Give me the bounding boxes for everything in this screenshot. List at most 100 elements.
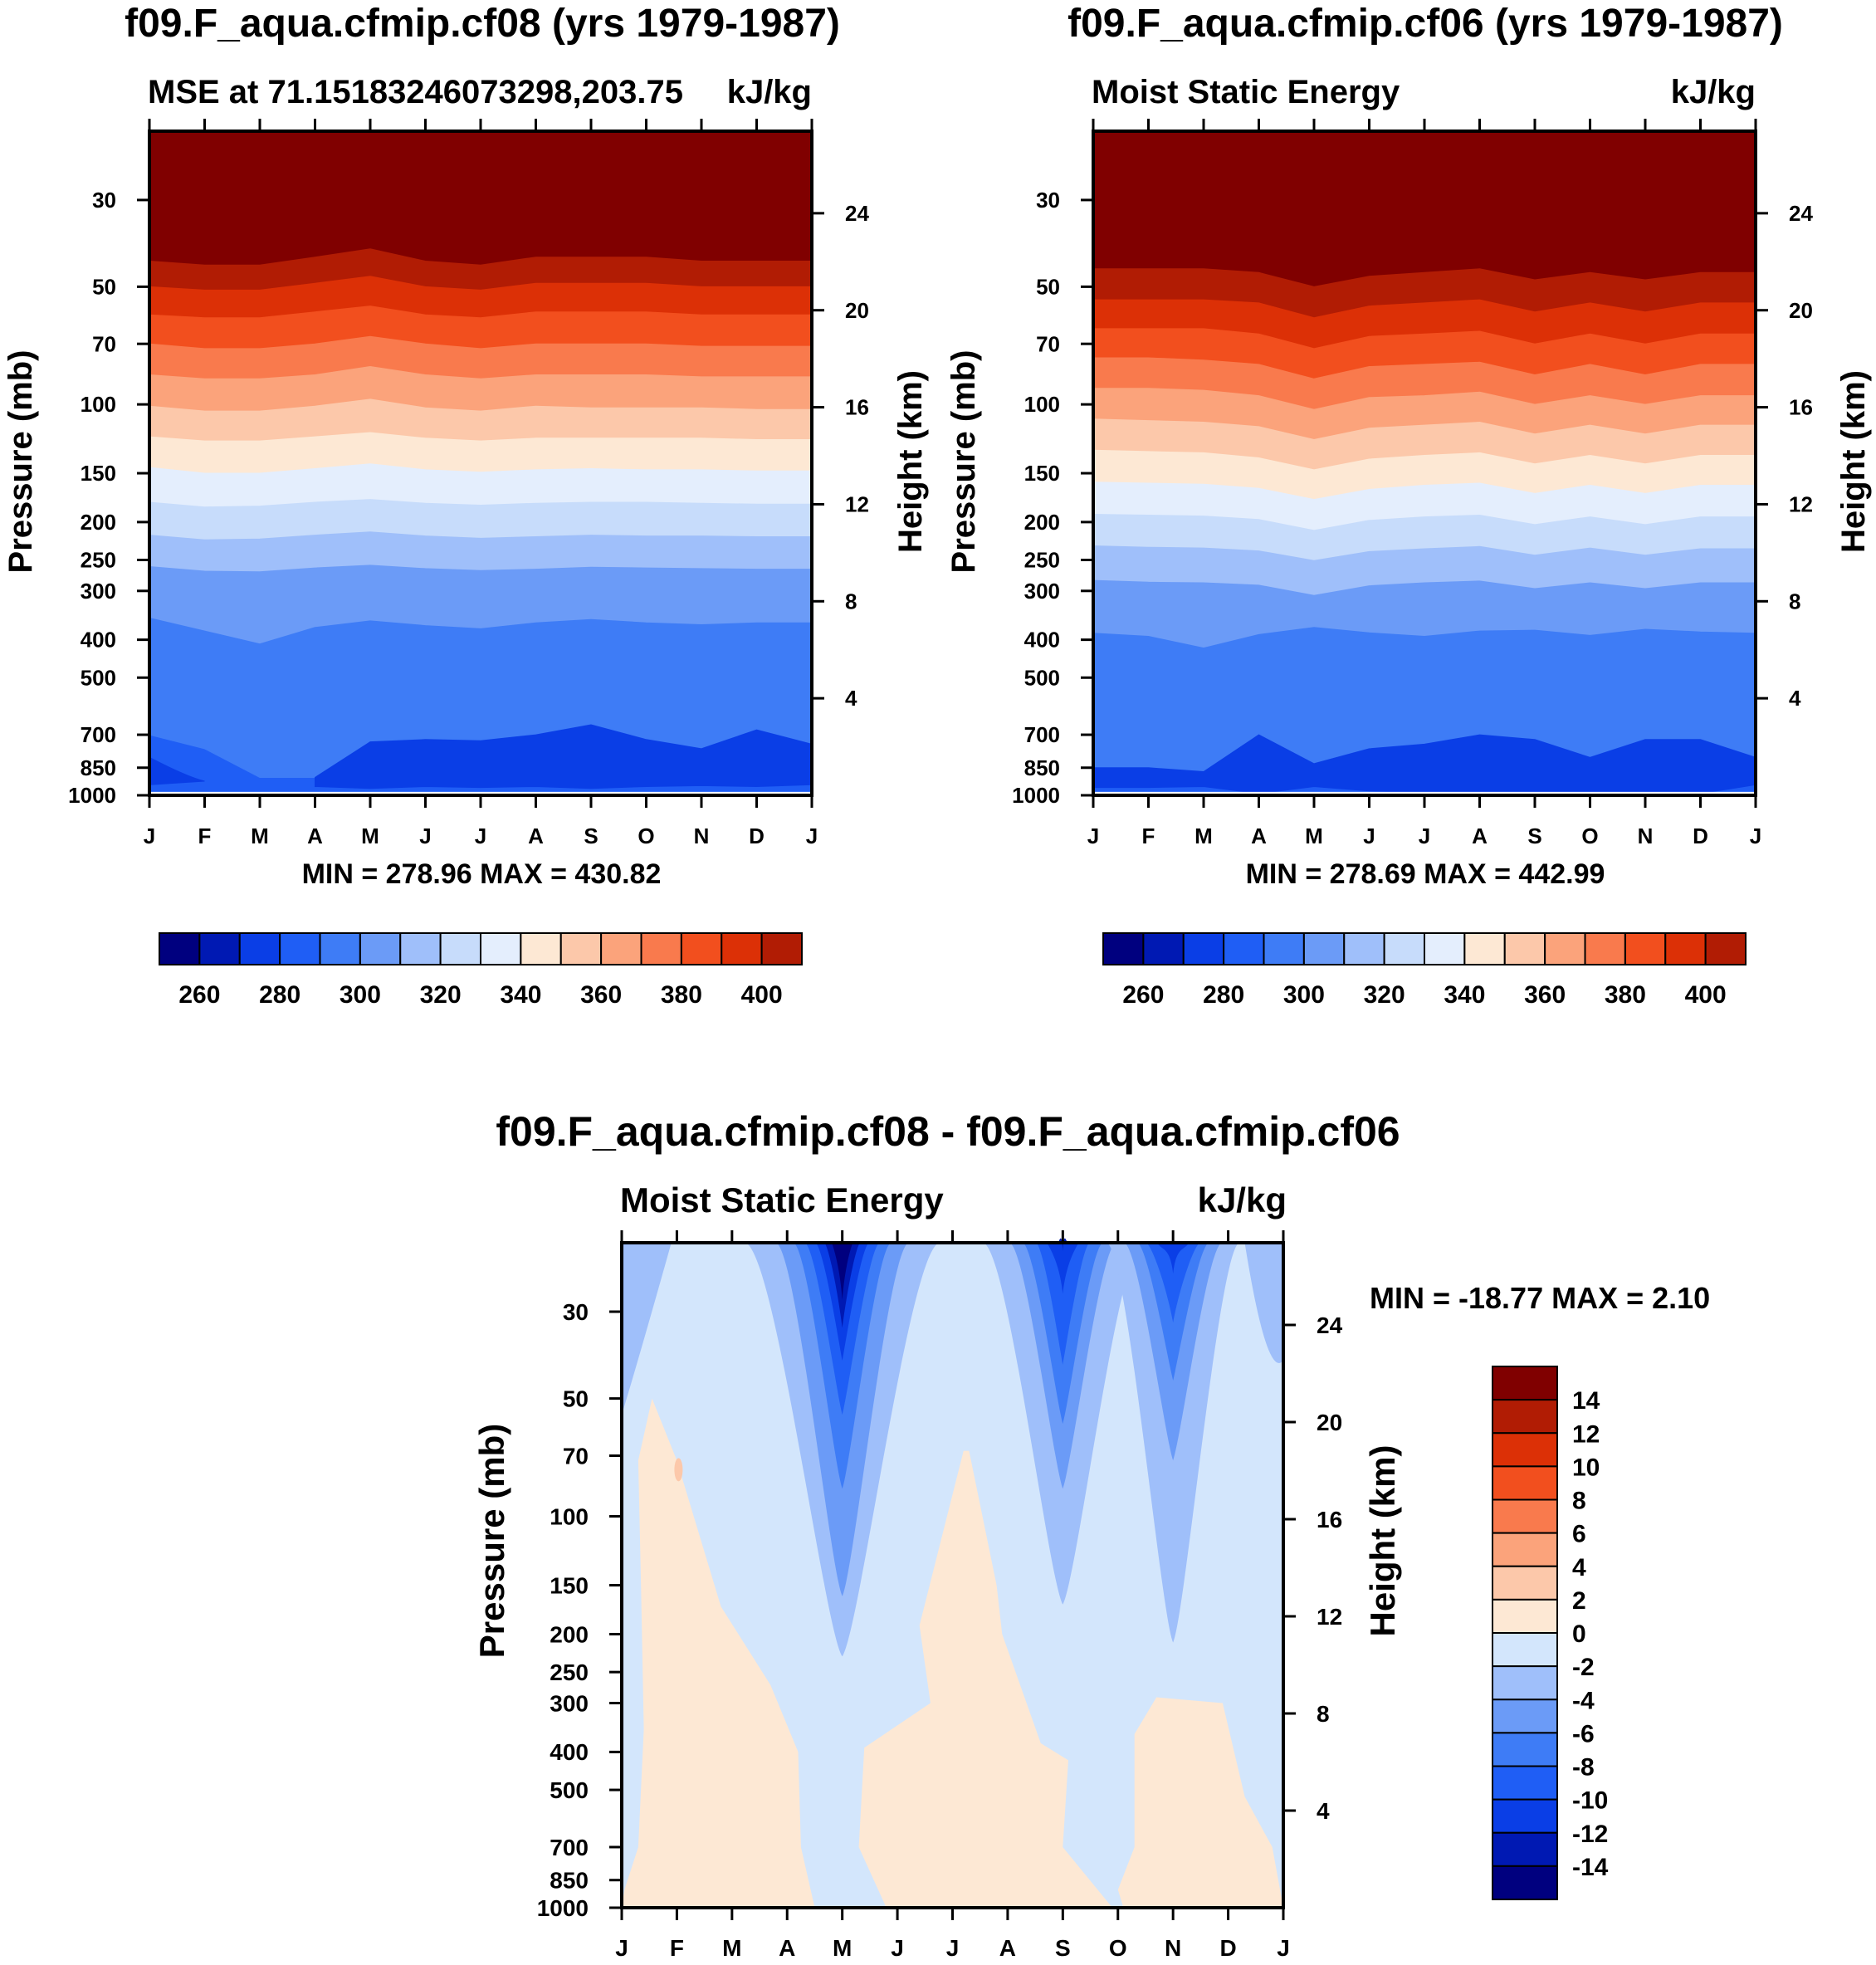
panel-cf06: f09.F_aqua.cfmip.cf06 (yrs 1979-1987) Mo… — [945, 2, 1872, 1009]
contour-band-410 — [1092, 130, 1756, 287]
colorbar-swatch — [238, 932, 281, 965]
height-tick-label: 4 — [1317, 1798, 1330, 1824]
y-tick-label: 100 — [550, 1503, 589, 1529]
panel-subtitle-right: kJ/kg — [1671, 74, 1756, 110]
height-tick-label: 8 — [1789, 589, 1800, 613]
colorbar-label: 400 — [1685, 981, 1727, 1009]
colorbar-swatch — [1383, 932, 1425, 965]
contour-plot: J F M A M J J A S O N D J 30 50 70 100 150 200 250 300 400 500… — [68, 119, 869, 848]
x-tick-label: D — [1219, 1935, 1236, 1961]
colorbar: 260 280 300 320 340 360 380 400 — [159, 932, 803, 1009]
colorbar-swatch — [1142, 932, 1185, 965]
y-tick-label: 850 — [550, 1868, 589, 1894]
y-tick-label: 150 — [550, 1572, 589, 1598]
x-tick-label: J — [419, 824, 431, 848]
x-tick-label: M — [1194, 824, 1213, 848]
y-tick-label: 200 — [1024, 510, 1060, 535]
y-tick-label: 100 — [1024, 392, 1060, 417]
colorbar-swatch — [1624, 932, 1667, 965]
y-tick-label: 400 — [550, 1739, 589, 1765]
x-tick-label: J — [1087, 824, 1099, 848]
y-axis-label-right: Height (km) — [892, 370, 929, 553]
height-tick-label: 12 — [1789, 492, 1813, 517]
height-tick-label: 4 — [845, 686, 857, 711]
y-axis-label-right: Height (km) — [1363, 1445, 1402, 1637]
panel-title: f09.F_aqua.cfmip.cf08 (yrs 1979-1987) — [125, 2, 840, 46]
height-tick-label: 12 — [845, 492, 869, 517]
colorbar-label: -6 — [1572, 1720, 1595, 1747]
colorbar-swatch — [1704, 932, 1747, 965]
colorbar-label: 340 — [1444, 981, 1485, 1009]
plot-frame — [620, 1241, 1285, 1909]
contour-band--14 — [831, 1243, 853, 1300]
contour-band--2 — [1244, 1243, 1283, 1363]
y-tick-label: 500 — [550, 1777, 589, 1803]
colorbar-swatch — [1492, 1632, 1558, 1668]
colorbar-label: 260 — [178, 981, 220, 1009]
x-tick-label: M — [833, 1935, 852, 1961]
x-tick-label: N — [1165, 1935, 1181, 1961]
y-tick-label: 30 — [92, 188, 116, 213]
colorbar-swatch — [1492, 1765, 1558, 1801]
x-tick-label: J — [144, 824, 155, 848]
colorbar-swatch — [600, 932, 642, 965]
y-tick-label: 50 — [563, 1386, 589, 1411]
contour-band--8 — [1146, 1243, 1199, 1323]
x-tick-label: F — [670, 1935, 684, 1961]
x-tick-label: A — [528, 824, 544, 848]
colorbar-label: 8 — [1572, 1488, 1586, 1515]
contour-plot: J F M A M J J A S O N D J 30 50 70 100 150 200 250 300 400 500… — [537, 1230, 1343, 1961]
y-tick-label: 50 — [92, 274, 116, 299]
x-tick-label: N — [1638, 824, 1654, 848]
x-tick-label: J — [806, 824, 818, 848]
y-tick-label: 850 — [1024, 755, 1060, 780]
x-tick-label: A — [999, 1935, 1016, 1961]
y-tick-label: 200 — [550, 1621, 589, 1647]
contour-band-410 — [149, 130, 813, 266]
colorbar-swatch — [1182, 932, 1225, 965]
x-tick-label: O — [1581, 824, 1598, 848]
contour-band-2 — [674, 1458, 683, 1482]
height-tick-label: 4 — [1789, 686, 1801, 711]
colorbar-swatch — [399, 932, 442, 965]
y-tick-label: 70 — [1036, 331, 1060, 356]
colorbar-swatch — [1492, 1565, 1558, 1601]
x-tick-label: S — [584, 824, 598, 848]
colorbar-label: 280 — [259, 981, 300, 1009]
colorbar-swatch — [1544, 932, 1586, 965]
colorbar-swatch — [439, 932, 481, 965]
contour-band-positive — [622, 1398, 815, 1908]
colorbar-label: 380 — [1605, 981, 1646, 1009]
y-axis-label-right: Height (km) — [1835, 370, 1872, 553]
colorbar-swatch — [1302, 932, 1346, 965]
x-tick-label: A — [1251, 824, 1267, 848]
surface-strip — [1093, 791, 1756, 795]
colorbar-label: 0 — [1572, 1620, 1586, 1648]
height-tick-label: 24 — [845, 201, 869, 226]
panel-subtitle-right: kJ/kg — [727, 74, 812, 110]
colorbar-label: -4 — [1572, 1687, 1595, 1714]
y-tick-label: 300 — [550, 1690, 589, 1716]
x-tick-label: J — [1750, 824, 1761, 848]
x-tick-label: F — [198, 824, 212, 848]
colorbar-label: 2 — [1572, 1587, 1586, 1615]
x-tick-label: M — [251, 824, 269, 848]
colorbar-swatch — [1584, 932, 1626, 965]
y-tick-label: 70 — [92, 331, 116, 356]
colorbar-label: 300 — [1283, 981, 1325, 1009]
y-tick-label: 1000 — [68, 783, 116, 808]
colorbar-label: -8 — [1572, 1754, 1595, 1782]
contour-band--10 — [1047, 1243, 1079, 1294]
colorbar-swatch — [1492, 1865, 1558, 1900]
plot-frame — [1092, 130, 1757, 797]
panel-subtitle-right: kJ/kg — [1198, 1180, 1287, 1220]
colorbar: 260 280 300 320 340 360 380 400 — [1102, 932, 1747, 1009]
colorbar-label: 380 — [661, 981, 702, 1009]
colorbar-swatch — [1492, 1432, 1558, 1468]
panel-cf08: f09.F_aqua.cfmip.cf08 (yrs 1979-1987) M S… — [2, 2, 929, 1009]
colorbar-label: -12 — [1572, 1821, 1608, 1848]
colorbar-swatch — [1664, 932, 1707, 965]
colorbar-swatch — [1343, 932, 1385, 965]
y-axis-label: Pressure (mb) — [472, 1424, 511, 1658]
x-tick-label: D — [1693, 824, 1708, 848]
